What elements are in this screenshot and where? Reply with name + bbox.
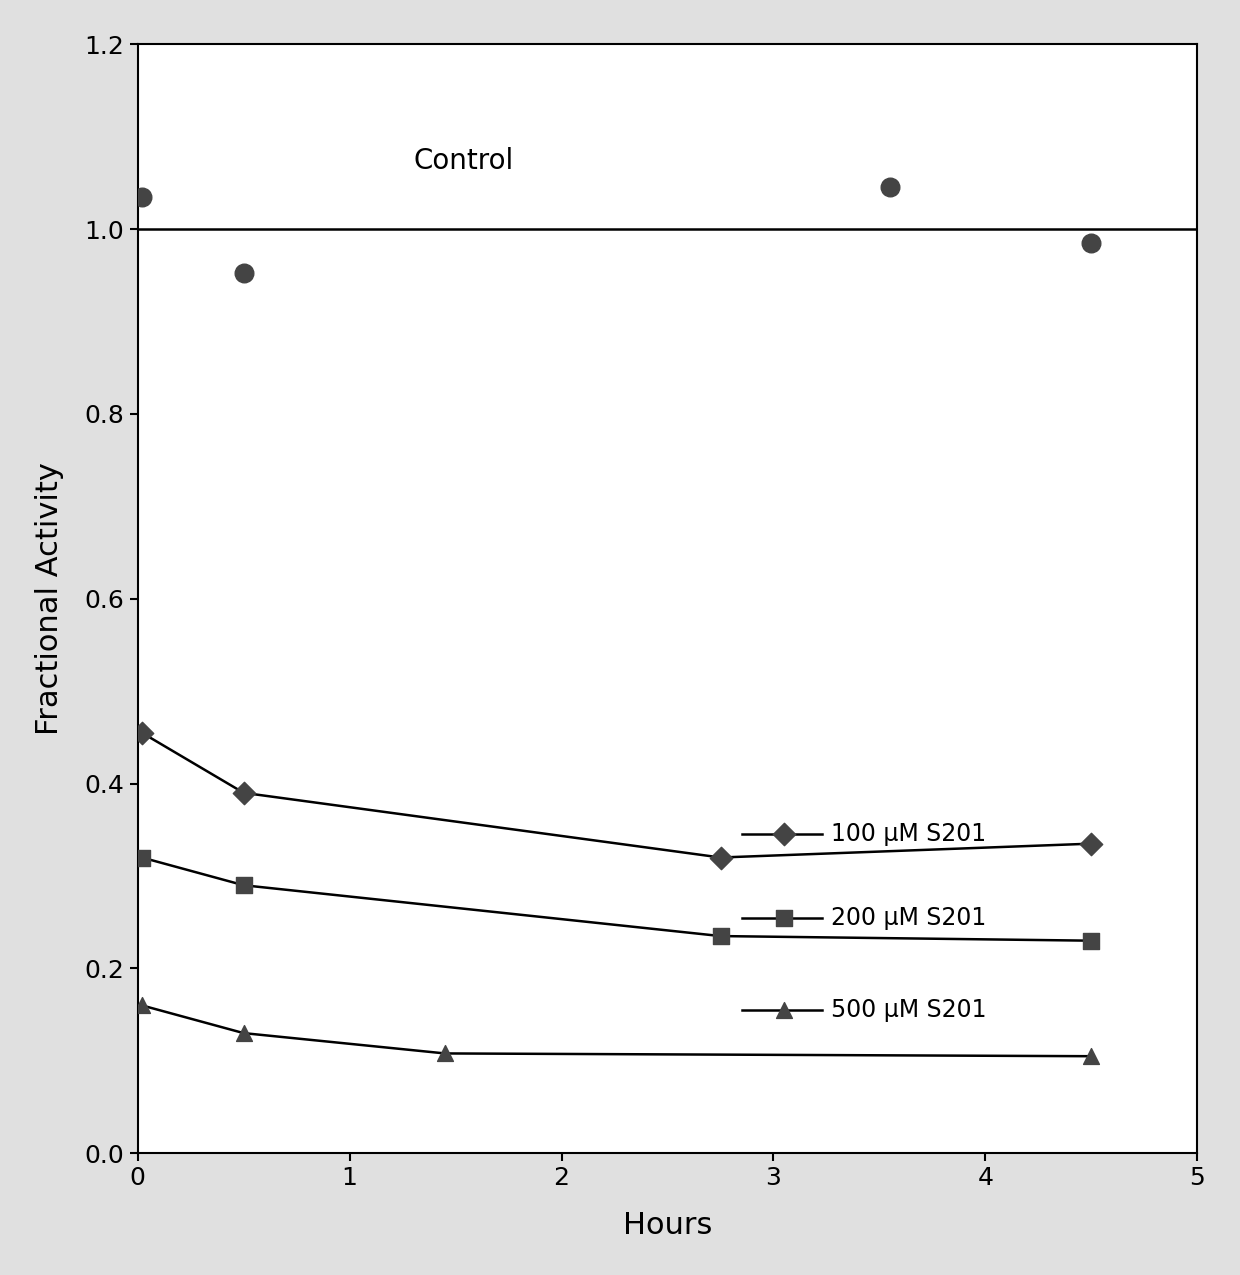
Point bbox=[1081, 834, 1101, 854]
Point bbox=[1081, 233, 1101, 254]
Point bbox=[131, 848, 151, 868]
Text: 200 μM S201: 200 μM S201 bbox=[831, 905, 986, 929]
Point bbox=[233, 1023, 253, 1043]
Point bbox=[1081, 1046, 1101, 1066]
Point bbox=[711, 848, 730, 868]
Point bbox=[1081, 931, 1101, 951]
Point bbox=[774, 824, 794, 844]
Point bbox=[774, 1000, 794, 1020]
Y-axis label: Fractional Activity: Fractional Activity bbox=[35, 463, 63, 736]
Point bbox=[233, 875, 253, 895]
Point bbox=[233, 263, 253, 283]
Point bbox=[774, 908, 794, 928]
X-axis label: Hours: Hours bbox=[622, 1211, 712, 1241]
Point bbox=[131, 723, 151, 743]
Point bbox=[131, 186, 151, 207]
Text: 500 μM S201: 500 μM S201 bbox=[831, 998, 986, 1023]
Point bbox=[131, 996, 151, 1016]
Point bbox=[711, 926, 730, 946]
Point bbox=[435, 1043, 455, 1063]
Text: 100 μM S201: 100 μM S201 bbox=[831, 822, 986, 847]
Point bbox=[233, 783, 253, 803]
Point bbox=[880, 177, 900, 198]
Text: Control: Control bbox=[413, 147, 513, 175]
